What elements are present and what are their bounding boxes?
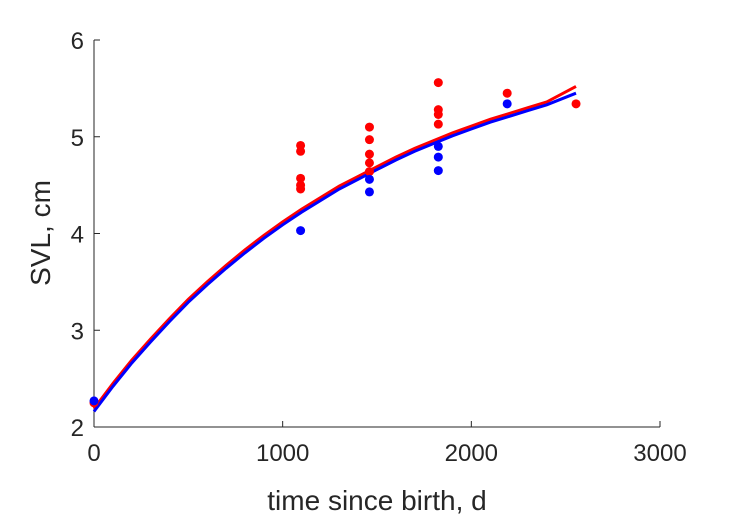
- data-point: [364, 174, 374, 184]
- data-point: [433, 166, 443, 176]
- data-points: [89, 78, 581, 408]
- x-tick-label: 0: [87, 440, 100, 467]
- y-tick-label: 4: [71, 222, 84, 249]
- fitted-curves: [92, 85, 577, 413]
- y-tick-label: 5: [71, 125, 84, 152]
- data-point: [364, 149, 374, 159]
- data-point: [433, 78, 443, 88]
- data-point: [571, 99, 581, 109]
- data-point: [364, 135, 374, 145]
- y-tick-label: 3: [71, 318, 84, 345]
- y-axis-label: SVL, cm: [25, 180, 56, 286]
- data-point: [502, 99, 512, 109]
- chart-axes: [93, 40, 660, 428]
- data-point: [89, 396, 99, 406]
- data-point: [433, 141, 443, 151]
- data-point: [433, 119, 443, 129]
- y-ticks: 2 3 4 5 6: [71, 28, 100, 442]
- x-axis-label: time since birth, d: [267, 485, 486, 516]
- data-point: [364, 122, 374, 132]
- data-point: [364, 167, 374, 177]
- data-point: [364, 158, 374, 168]
- data-point: [296, 184, 306, 194]
- data-point: [433, 152, 443, 162]
- x-tick-label: 2000: [445, 440, 498, 467]
- x-ticks: 0 1000 2000 3000: [87, 421, 687, 467]
- y-tick-label: 6: [71, 28, 84, 55]
- fit-curve-3: [92, 91, 577, 413]
- data-point: [364, 187, 374, 197]
- y-tick-label: 2: [71, 415, 84, 442]
- data-point: [502, 88, 512, 98]
- data-point: [296, 146, 306, 156]
- data-point: [296, 173, 306, 183]
- x-tick-label: 3000: [633, 440, 686, 467]
- fit-curve-2: [92, 85, 577, 410]
- data-point: [433, 109, 443, 119]
- x-tick-label: 1000: [256, 440, 309, 467]
- data-point: [296, 226, 306, 236]
